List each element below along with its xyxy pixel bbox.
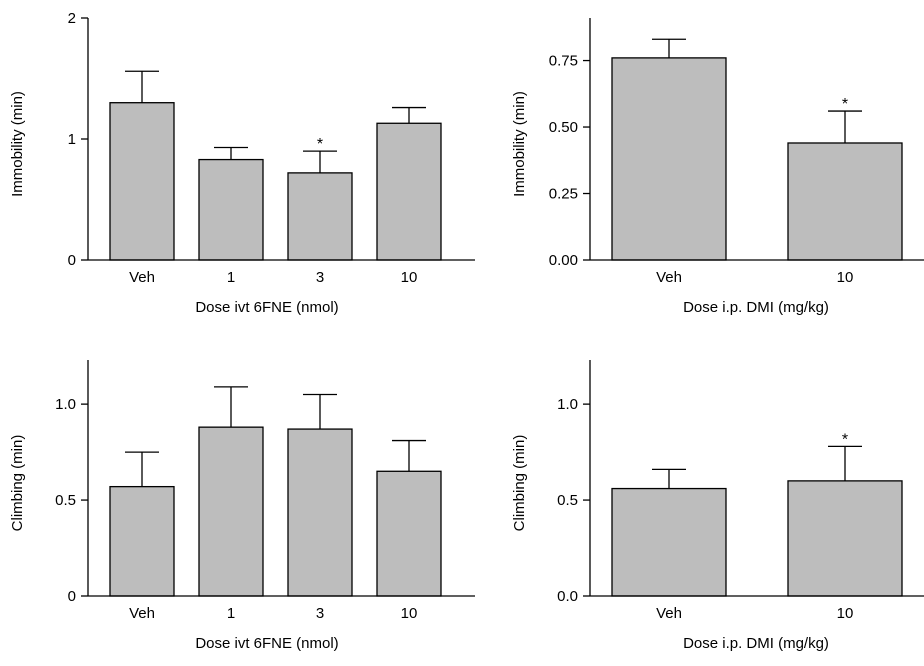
panel-immobility-6fne: Veh 1 * 3 10 0 1 2 Dose ivt 6FNE (nmol) Immobilit… bbox=[9, 10, 475, 316]
bar-3 bbox=[287, 428, 353, 597]
y-tick-label: 0 bbox=[68, 252, 76, 269]
bar-3 bbox=[287, 172, 353, 261]
y-tick-label: 0.5 bbox=[55, 492, 76, 509]
y-tick-label: 1.0 bbox=[557, 396, 578, 413]
x-axis-title: Dose i.p. DMI (mg/kg) bbox=[683, 299, 829, 316]
x-axis-title: Dose ivt 6FNE (nmol) bbox=[195, 299, 338, 316]
y-tick-label: 2 bbox=[68, 10, 76, 27]
panel-climbing-6fne: Veh 1 3 10 0 0.5 1.0 Dose ivt 6FNE (nmol) Climbi… bbox=[9, 360, 475, 652]
x-tick-label: 10 bbox=[837, 269, 854, 286]
y-axis-title: Climbing (min) bbox=[9, 435, 26, 532]
y-axis-title: Immobility (min) bbox=[9, 91, 26, 197]
significance-marker: * bbox=[842, 431, 848, 448]
x-tick-label: 1 bbox=[227, 269, 235, 286]
bar-1 bbox=[198, 158, 264, 261]
y-tick-label: 0.00 bbox=[549, 252, 578, 269]
y-tick-label: 0.75 bbox=[549, 53, 578, 70]
x-tick-label: 3 bbox=[316, 269, 324, 286]
x-tick-label: 1 bbox=[227, 605, 235, 622]
bar-veh bbox=[611, 57, 727, 261]
bar-10 bbox=[787, 480, 903, 597]
x-tick-label: Veh bbox=[656, 269, 682, 286]
bar-veh bbox=[611, 487, 727, 597]
x-tick-label: Veh bbox=[129, 269, 155, 286]
significance-marker: * bbox=[842, 96, 848, 113]
x-axis-title: Dose i.p. DMI (mg/kg) bbox=[683, 635, 829, 652]
bar-10 bbox=[376, 122, 442, 261]
significance-marker: * bbox=[317, 136, 323, 153]
bar-10 bbox=[376, 470, 442, 597]
y-tick-label: 0.0 bbox=[557, 588, 578, 605]
y-axis-title: Climbing (min) bbox=[511, 435, 528, 532]
x-tick-label: 10 bbox=[401, 605, 418, 622]
x-axis-title: Dose ivt 6FNE (nmol) bbox=[195, 635, 338, 652]
y-tick-label: 0.50 bbox=[549, 119, 578, 136]
bar-veh bbox=[109, 485, 175, 597]
bar-veh bbox=[109, 102, 175, 261]
x-tick-label: 3 bbox=[316, 605, 324, 622]
x-tick-label: Veh bbox=[656, 605, 682, 622]
bar-10 bbox=[787, 142, 903, 261]
y-tick-label: 0 bbox=[68, 588, 76, 605]
y-tick-label: 0.5 bbox=[557, 492, 578, 509]
panel-immobility-dmi: Veh * 10 0.00 0.25 0.50 0.75 Dose i.p. DMI (mg/… bbox=[511, 18, 924, 316]
y-tick-label: 1 bbox=[68, 131, 76, 148]
y-tick-label: 1.0 bbox=[55, 396, 76, 413]
bar-1 bbox=[198, 426, 264, 597]
x-tick-label: 10 bbox=[401, 269, 418, 286]
x-tick-label: Veh bbox=[129, 605, 155, 622]
panel-climbing-dmi: Veh * 10 0.0 0.5 1.0 Dose i.p. DMI (mg/kg) Clim… bbox=[511, 360, 924, 652]
y-axis-title: Immobility (min) bbox=[511, 91, 528, 197]
y-tick-label: 0.25 bbox=[549, 186, 578, 203]
x-tick-label: 10 bbox=[837, 605, 854, 622]
